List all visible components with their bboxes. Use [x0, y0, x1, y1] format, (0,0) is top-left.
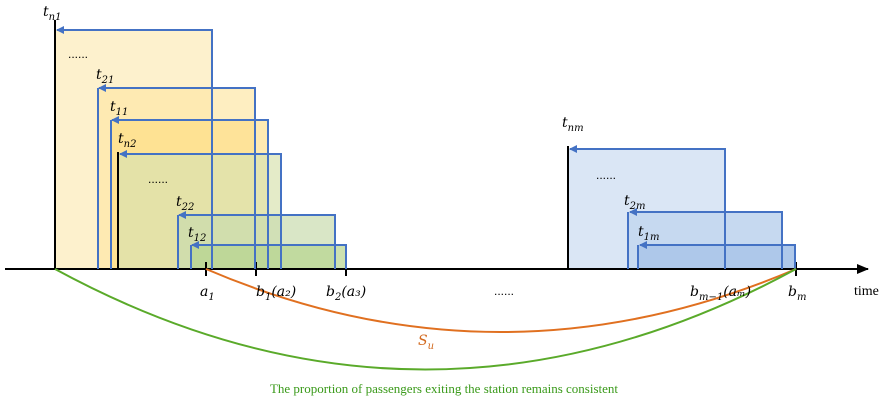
left-group-arrows — [56, 26, 347, 269]
arrow-tnm — [569, 145, 726, 269]
mark-b2-a3: b2(a₃) — [326, 284, 366, 303]
left-group-fills — [55, 30, 346, 269]
right-group-fills — [568, 149, 795, 269]
mark-bm1-am: bm−1(aₘ) — [690, 284, 751, 303]
arc-su-label: Su — [418, 333, 434, 352]
label-t12: t12 — [188, 225, 206, 244]
arrow-t12 — [191, 241, 347, 269]
arrow-tn2 — [119, 150, 282, 269]
ellipsis-top-left: ...... — [68, 47, 88, 61]
arc-su — [205, 268, 797, 333]
label-t21: t21 — [96, 67, 114, 86]
arrow-t1m — [639, 241, 796, 269]
label-tn2: tn2 — [118, 131, 136, 150]
label-t1m: t1m — [638, 224, 660, 243]
arrow-t21 — [98, 84, 256, 269]
arrow-t22 — [178, 211, 336, 269]
time-axis-label: time — [854, 284, 879, 299]
ellipsis-mid-left: ...... — [148, 172, 168, 186]
mark-a1: a1 — [200, 284, 215, 303]
label-t2m: t2m — [624, 193, 646, 212]
mark-bm: bm — [788, 284, 806, 303]
caption: The proportion of passengers exiting the… — [270, 381, 618, 396]
arrow-tn1 — [56, 26, 213, 269]
arc-proportion — [54, 268, 797, 371]
label-tnm: tnm — [562, 115, 584, 134]
label-tn1: tn1 — [43, 4, 61, 23]
mark-b1-a2: b1(a₂) — [256, 284, 296, 303]
arrow-t2m — [629, 208, 783, 269]
fill-t1m — [638, 245, 795, 269]
ellipsis-middle: ...... — [494, 284, 514, 298]
right-group-arrows — [569, 145, 796, 269]
arrow-t11 — [111, 116, 269, 269]
label-t22: t22 — [176, 194, 194, 213]
ellipsis-right: ...... — [596, 168, 616, 182]
label-t11: t11 — [110, 99, 128, 118]
